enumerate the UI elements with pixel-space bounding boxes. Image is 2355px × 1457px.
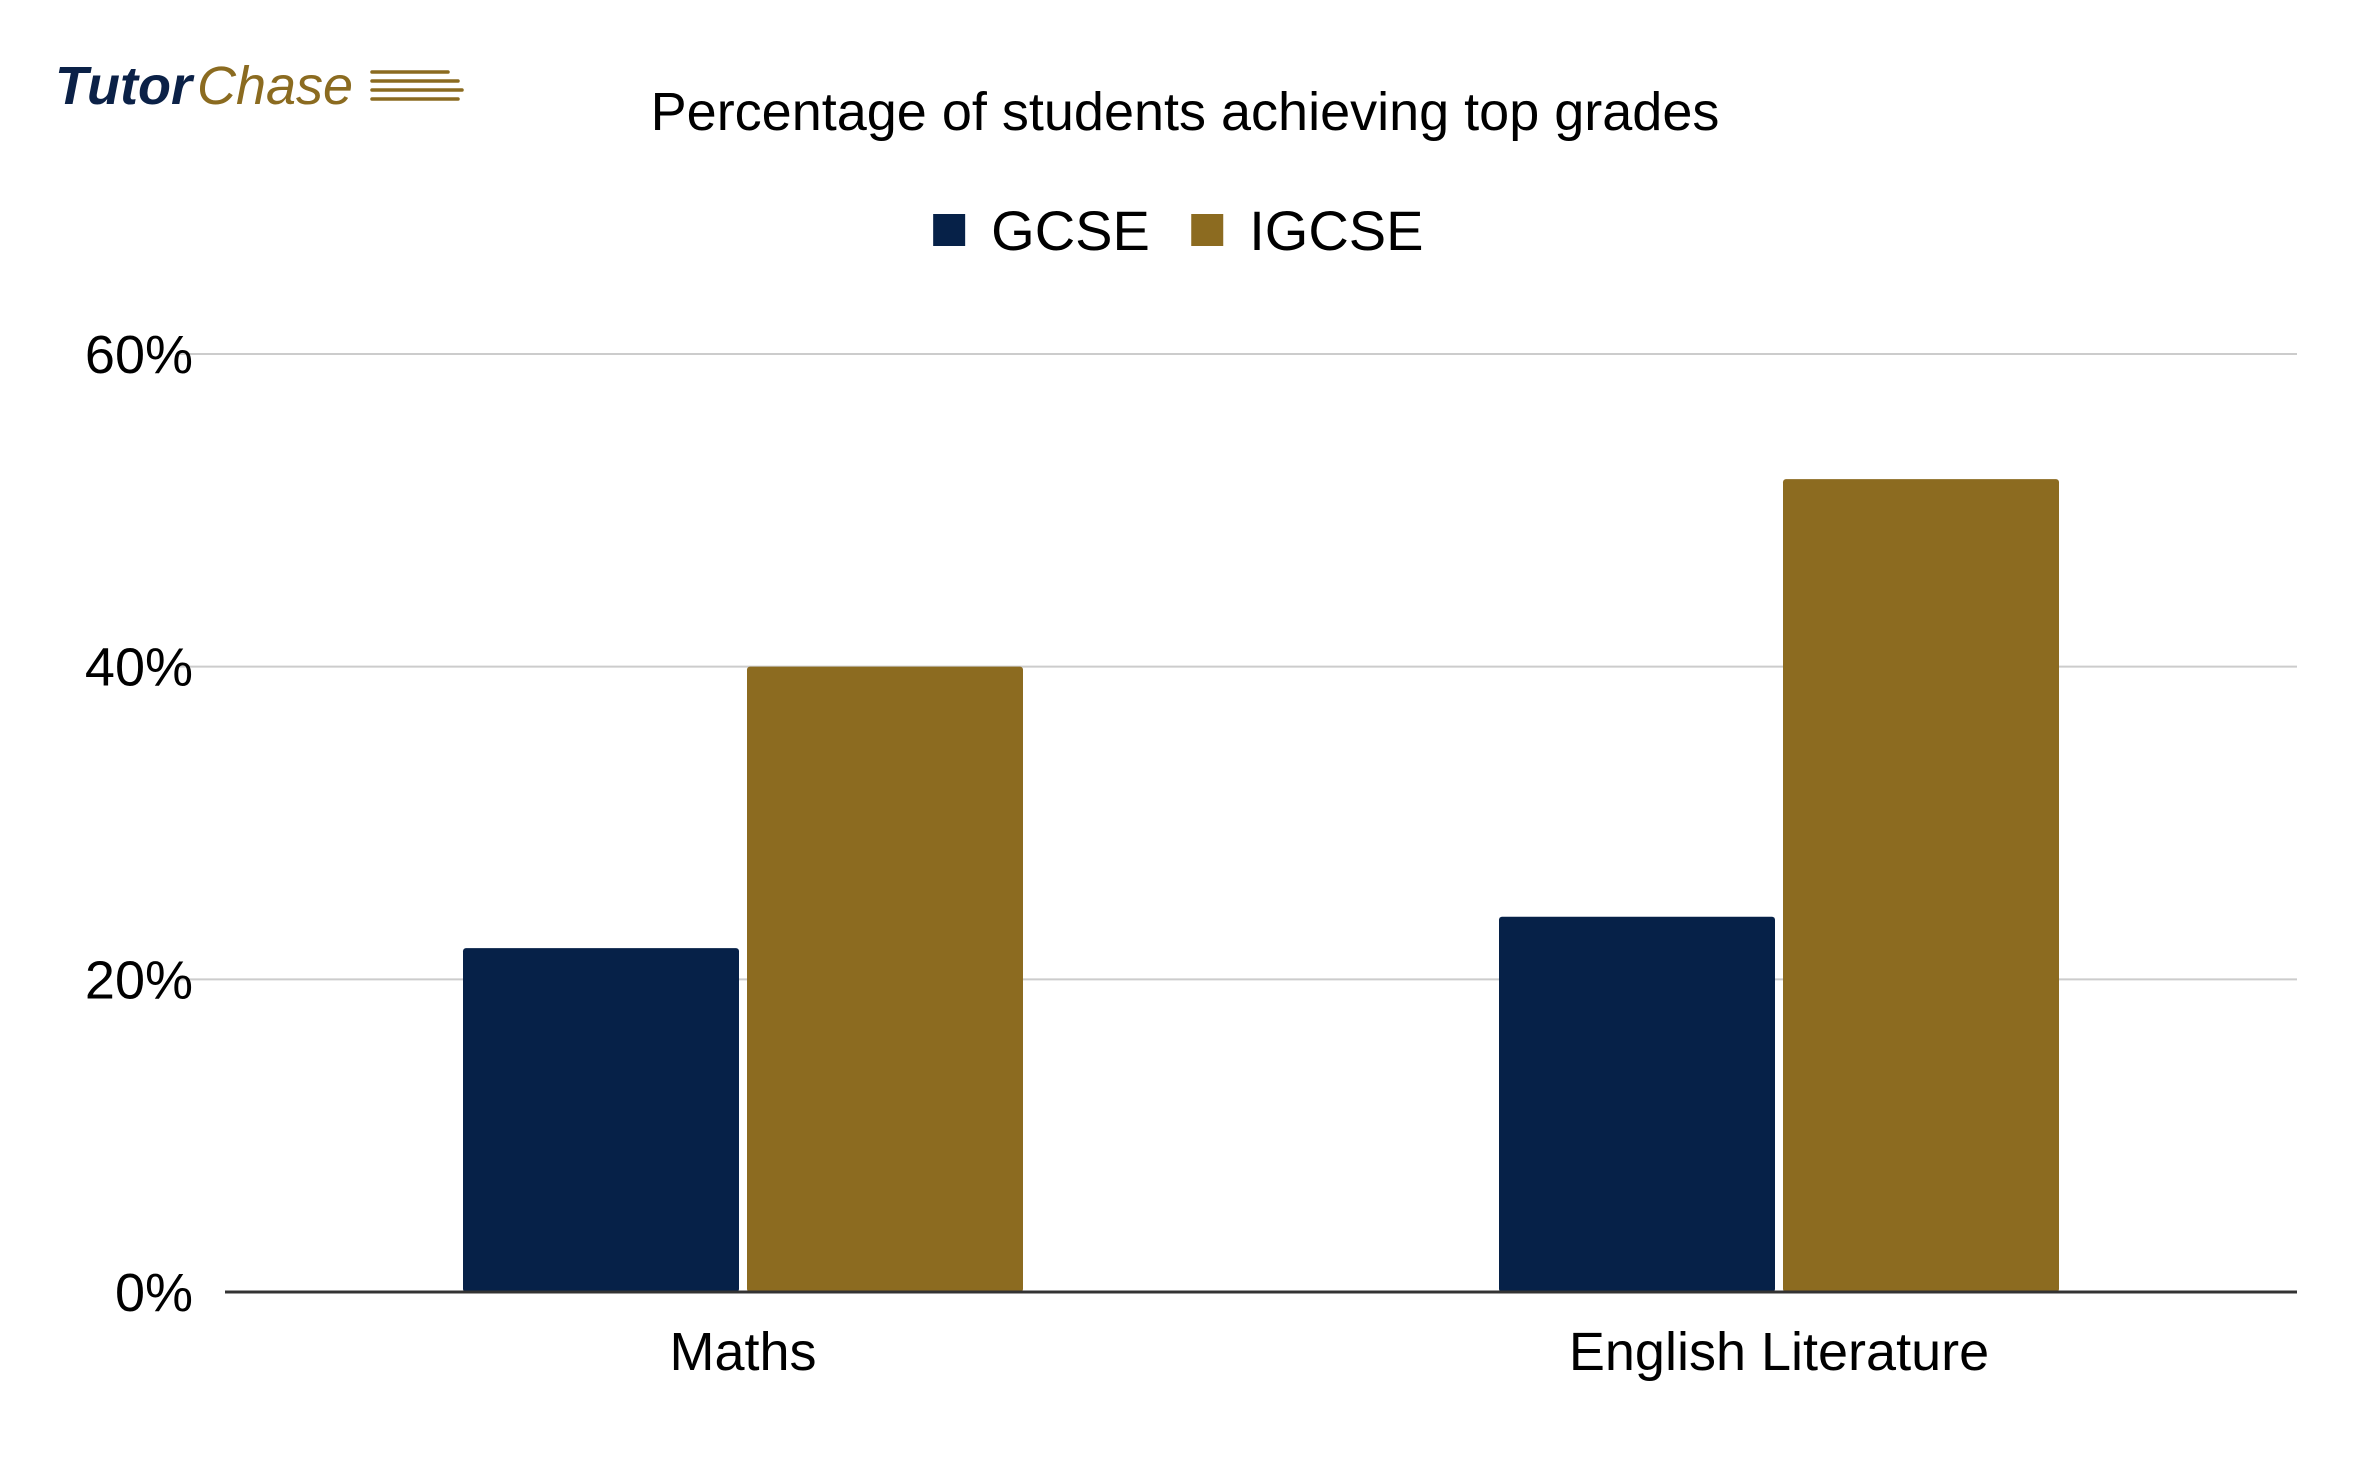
x-tick-label: English Literature: [1569, 1322, 1989, 1382]
bar-gcse-english-literature: [1499, 916, 1775, 1292]
bars: [463, 479, 2059, 1293]
y-tick-label: 0%: [115, 1263, 193, 1323]
legend-label-igcse: IGCSE: [1249, 199, 1423, 262]
bar-igcse-maths: [747, 666, 1023, 1292]
y-tick-label: 40%: [85, 638, 193, 698]
x-tick-label: Maths: [669, 1322, 816, 1382]
logo-secondary-text: Chase: [197, 56, 353, 116]
legend-swatch-igcse: [1191, 214, 1224, 246]
y-axis-labels: 0% 20% 40% 60%: [85, 325, 193, 1323]
legend-label-gcse: GCSE: [991, 199, 1150, 262]
y-tick-label: 20%: [85, 950, 193, 1010]
legend-swatch-gcse: [933, 214, 966, 246]
logo-speed-lines-icon: [370, 70, 464, 101]
bar-igcse-english-literature: [1783, 479, 2059, 1293]
chart-title: Percentage of students achieving top gra…: [651, 82, 1720, 142]
bar-gcse-maths: [463, 948, 739, 1292]
x-axis-labels: Maths English Literature: [669, 1322, 1989, 1382]
logo-primary-text: Tutor: [55, 56, 195, 116]
legend: GCSE IGCSE: [933, 199, 1424, 262]
y-tick-label: 60%: [85, 325, 193, 385]
tutorchase-logo: Tutor Chase: [55, 56, 464, 116]
